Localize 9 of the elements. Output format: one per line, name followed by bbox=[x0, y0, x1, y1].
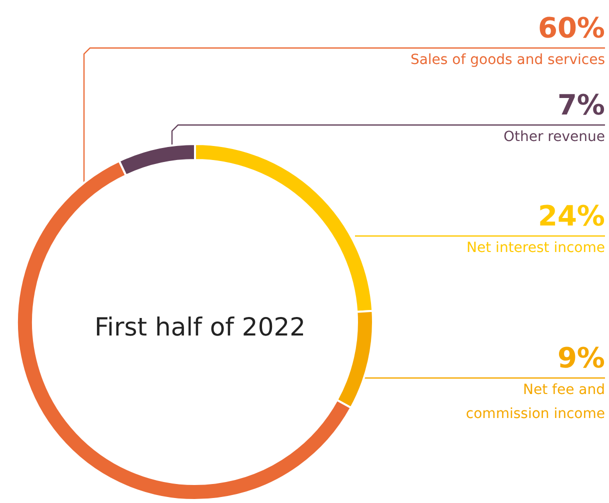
slice-label: Other revenue bbox=[503, 129, 605, 145]
data-label: 24% bbox=[538, 200, 605, 232]
data-label: 9% bbox=[557, 342, 605, 374]
slice-label: Sales of goods and services bbox=[410, 52, 605, 68]
data-label: 7% bbox=[557, 88, 605, 122]
data-label: 60% bbox=[538, 12, 605, 44]
slice-label: Net interest income bbox=[466, 240, 605, 256]
slice-label: Net fee and commission income bbox=[466, 382, 605, 422]
text: First half of 2022 bbox=[94, 312, 306, 342]
